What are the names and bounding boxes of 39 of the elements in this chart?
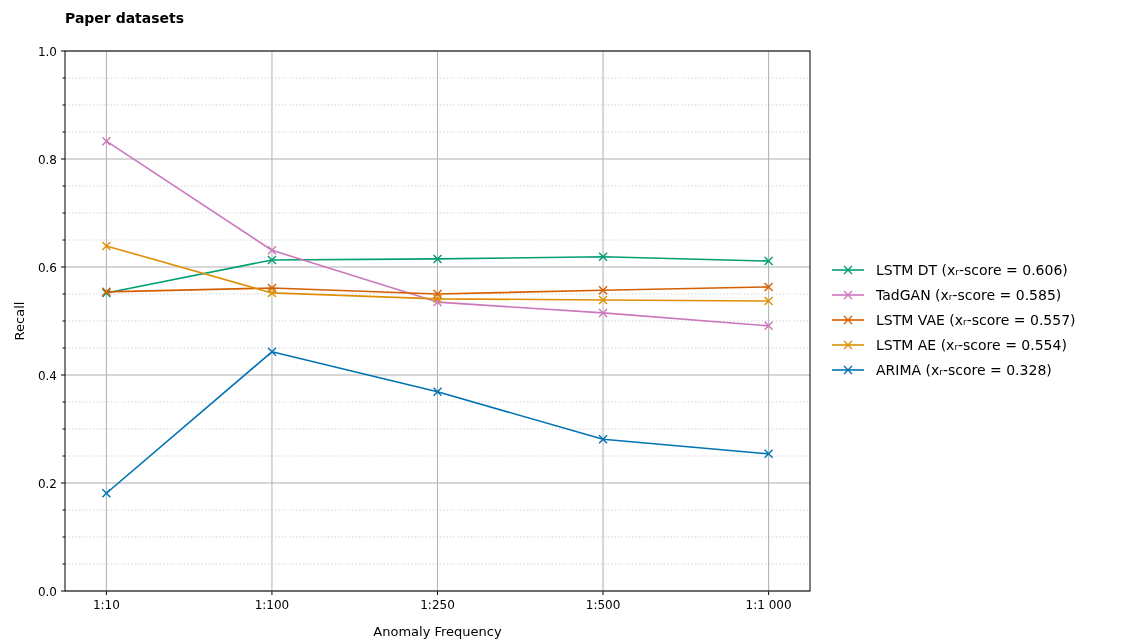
x-tick-label: 1:10	[92, 598, 120, 612]
point	[101, 488, 112, 498]
legend-label: ARIMA (xᵣ-score = 0.328)	[876, 362, 1052, 378]
point	[763, 321, 774, 331]
legend-label: TadGAN (xᵣ-score = 0.585)	[875, 287, 1062, 303]
x-tick-label: 1:1 000	[745, 598, 792, 612]
point	[432, 289, 443, 299]
legend-label: LSTM VAE (xᵣ-score = 0.557)	[876, 312, 1076, 328]
legend-label: LSTM AE (xᵣ-score = 0.554)	[876, 337, 1067, 353]
point	[267, 347, 277, 357]
x-tick-label: 1:100	[254, 598, 290, 612]
x-tick-label: 1:250	[420, 598, 455, 612]
y-tick-label: 0.8	[37, 152, 57, 167]
point	[267, 288, 277, 298]
point	[101, 136, 112, 146]
y-tick-label: 0.4	[37, 368, 57, 383]
point	[763, 449, 774, 459]
point	[763, 282, 774, 292]
y-tick-label: 1.0	[37, 44, 57, 59]
point	[598, 252, 608, 262]
point	[598, 434, 608, 444]
point	[763, 256, 774, 266]
point	[763, 296, 774, 306]
point	[598, 285, 608, 295]
point	[432, 254, 443, 264]
point	[101, 241, 112, 251]
point	[598, 295, 608, 305]
x-axis-title: Anomaly Frequency	[373, 624, 502, 639]
y-tick-label: 0.0	[37, 584, 57, 599]
y-tick-label: 0.6	[37, 260, 57, 275]
point	[267, 255, 277, 265]
point	[267, 245, 277, 255]
x-tick-label: 1:500	[585, 598, 621, 612]
legend-label: LSTM DT (xᵣ-score = 0.606)	[876, 262, 1068, 278]
y-axis-title: Recall	[12, 301, 27, 341]
point	[598, 308, 608, 318]
y-tick-label: 0.2	[37, 476, 57, 491]
chart-title: Paper datasets	[65, 10, 185, 26]
point	[432, 387, 443, 397]
